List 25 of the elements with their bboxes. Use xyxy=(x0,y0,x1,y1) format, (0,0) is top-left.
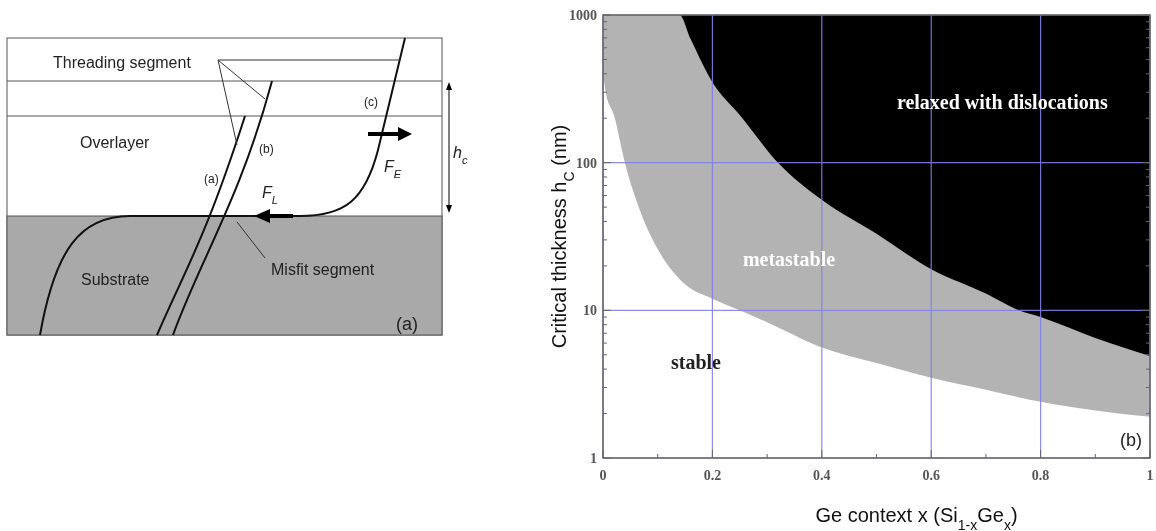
x-tick-label: 1 xyxy=(1146,468,1154,483)
annotation: metastable xyxy=(742,247,836,270)
text: (c) xyxy=(364,95,378,109)
text: F$_{L}$ xyxy=(262,184,279,206)
y-tick-label: 10 xyxy=(583,303,597,319)
text: F$_{E}$ xyxy=(384,158,402,180)
annotation: (b) xyxy=(1120,430,1142,450)
text: (a) xyxy=(396,314,418,334)
text: h$_{c}$ xyxy=(453,144,468,166)
x-axis-title: Ge context x (Si$_{1-x}$Ge$_{x}$) xyxy=(815,504,1018,531)
text: (b) xyxy=(259,142,274,156)
annotation: stable xyxy=(670,351,722,374)
x-tick-label: 0.8 xyxy=(1031,468,1050,483)
text: (a) xyxy=(204,172,219,186)
x-tick-label: 0.2 xyxy=(703,468,722,483)
y-tick-label: 1000 xyxy=(569,8,597,23)
x-tick-label: 0.4 xyxy=(813,468,831,483)
text: Threading segment xyxy=(53,54,192,71)
x-tick-label: 0 xyxy=(599,468,607,483)
y-tick-label: 100 xyxy=(576,155,597,171)
text: Substrate xyxy=(81,271,150,288)
text: Misfit segment xyxy=(271,261,375,278)
text: Overlayer xyxy=(80,134,151,151)
x-tick-label: 0.6 xyxy=(922,468,940,483)
y-tick-label: 1 xyxy=(590,451,597,466)
